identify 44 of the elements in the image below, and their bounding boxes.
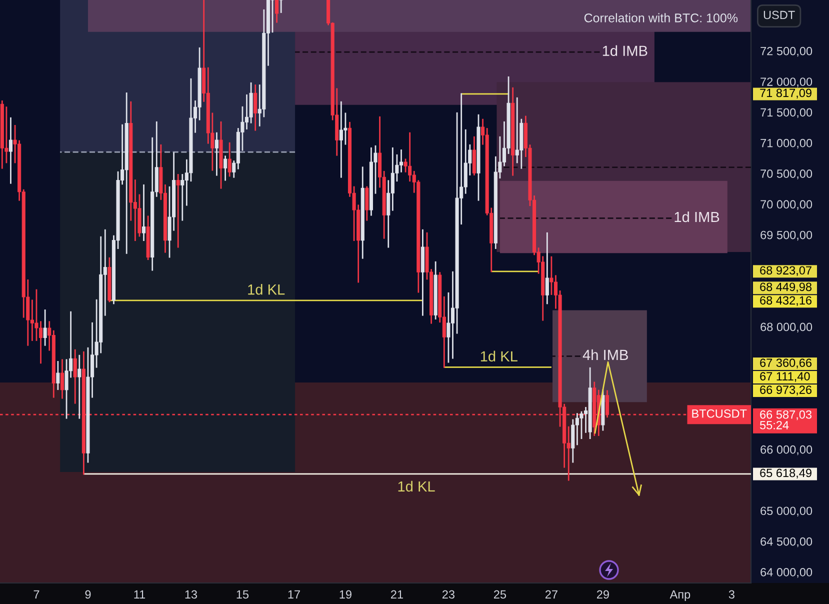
x-tick-label: 29	[596, 590, 609, 599]
text: 68 449,98	[760, 282, 812, 292]
annotation: 1d KL	[480, 350, 518, 362]
x-tick-label: 23	[442, 590, 454, 599]
annotation: 4h IMB	[582, 349, 628, 360]
y-tick-label: 70 000,00	[760, 200, 812, 210]
annotation: 1d KL	[398, 480, 435, 492]
y-tick-label: 70 500,00	[760, 170, 812, 180]
y-tick-label: 72 500,00	[760, 46, 812, 57]
text: 67 360,66	[760, 358, 812, 368]
y-tick-label: 69 500,00	[760, 230, 812, 241]
y-tick-label: 64 000,00	[760, 568, 812, 578]
x-tick-label: 19	[340, 590, 352, 599]
y-axis-title: USDT	[764, 10, 795, 20]
x-tick-label: 21	[390, 590, 403, 598]
y-tick-label: 64 500,00	[760, 537, 812, 548]
band-label: 67 111,40	[760, 372, 810, 382]
y-tick-label: 72 000,00	[760, 78, 812, 88]
y-tick-label: 68 000,00	[760, 322, 812, 333]
text: 68 432,16	[760, 296, 812, 306]
ref-line-label: 66 587,03 55:24	[760, 410, 812, 430]
y-tick-label: 71 500,00	[760, 108, 812, 118]
x-tick-label: 15	[236, 590, 249, 599]
annotation: 1d KL	[248, 284, 285, 295]
y-tick-label: 65 000,00	[760, 506, 812, 516]
x-tick-label: 3	[728, 590, 734, 599]
y-tick-label: 71 000,00	[760, 138, 812, 149]
annotation: Correlation with BTC: 100%	[584, 13, 738, 22]
annotation: 1d IMB	[674, 211, 720, 222]
x-tick-label: 17	[288, 590, 300, 598]
x-tick-label: 11	[134, 590, 146, 598]
text: 68 923,07	[760, 266, 812, 276]
x-tick-label: 9	[85, 590, 91, 599]
y-tick-label: 66 000,00	[760, 445, 812, 456]
text: 71 817,09	[760, 88, 812, 99]
x-tick-label: 7	[34, 590, 40, 598]
x-tick-label: 13	[185, 590, 198, 599]
annotation: 1d IMB	[602, 45, 648, 56]
text: BTCUSDT	[692, 409, 747, 418]
x-tick-label: 25	[494, 590, 506, 599]
text: 66 973,26	[760, 386, 812, 396]
x-tick-label: 27	[545, 590, 558, 598]
x-tick-label: Апр	[670, 590, 690, 601]
series-label: 65 618,49	[760, 468, 812, 479]
